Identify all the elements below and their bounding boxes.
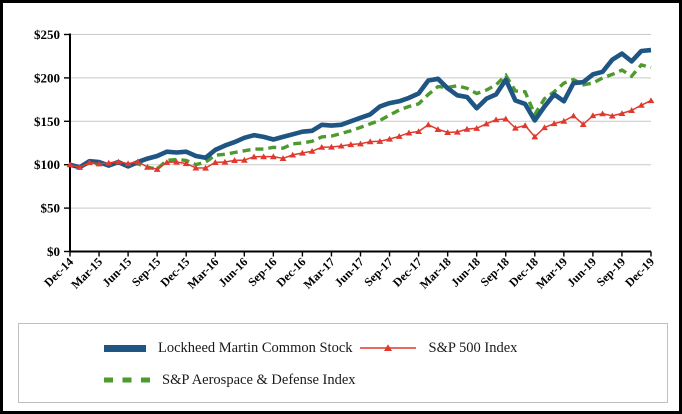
- legend-item-sp500: S&P 500 Index: [359, 339, 518, 357]
- svg-text:$50: $50: [41, 201, 61, 216]
- svg-text:Mar-15: Mar-15: [68, 255, 105, 292]
- svg-text:Mar-17: Mar-17: [301, 255, 338, 292]
- svg-text:Jun-17: Jun-17: [332, 255, 367, 290]
- legend-row-2: S&P Aerospace & Defense Index: [19, 366, 667, 394]
- svg-text:$150: $150: [34, 114, 60, 129]
- legend-label-sp500: S&P 500 Index: [428, 339, 518, 356]
- svg-text:Jun-16: Jun-16: [216, 255, 251, 290]
- sp500-line: [69, 99, 652, 171]
- lockheed-line-swatch-icon: [104, 344, 146, 352]
- svg-text:Sep-17: Sep-17: [361, 255, 395, 289]
- x-axis-labels: Dec-14Mar-15Jun-15Sep-15Dec-15Mar-16Jun-…: [41, 255, 657, 292]
- svg-text:Jun-15: Jun-15: [99, 255, 134, 290]
- sp-aerospace-defense-line: [69, 62, 652, 171]
- stock-performance-chart: $0 $50 $100 $150 $200 $250 Dec-14Mar-15Jun-15S…: [34, 27, 657, 292]
- svg-text:Sep-18: Sep-18: [477, 255, 511, 289]
- legend-box: Lockheed Martin Common Stock S&P 500 Ind…: [18, 323, 668, 403]
- svg-text:Dec-19: Dec-19: [622, 255, 657, 290]
- svg-text:Mar-16: Mar-16: [184, 255, 221, 292]
- legend-item-lockheed: Lockheed Martin Common Stock: [104, 340, 353, 357]
- legend-row-1: Lockheed Martin Common Stock S&P 500 Ind…: [19, 334, 667, 362]
- svg-text:Sep-16: Sep-16: [245, 255, 279, 289]
- sp500-line-swatch-icon: [359, 344, 416, 351]
- svg-text:$200: $200: [34, 70, 60, 85]
- lockheed-martin-line: [69, 47, 652, 170]
- svg-text:Sep-15: Sep-15: [129, 255, 163, 289]
- x-axis-ticks: [69, 251, 652, 257]
- legend-item-sp-aerospace-defense: S&P Aerospace & Defense Index: [104, 372, 356, 389]
- svg-text:Jun-18: Jun-18: [448, 255, 483, 290]
- sp500-triangle-markers: [66, 97, 655, 172]
- svg-text:Jun-19: Jun-19: [564, 255, 599, 290]
- svg-text:$0: $0: [47, 244, 60, 259]
- legend-label-lockheed: Lockheed Martin Common Stock: [158, 339, 353, 356]
- svg-text:Mar-18: Mar-18: [417, 255, 454, 292]
- legend-label-sp-aerospace-defense: S&P Aerospace & Defense Index: [162, 371, 356, 388]
- svg-text:$100: $100: [34, 157, 60, 172]
- svg-text:Mar-19: Mar-19: [533, 255, 570, 292]
- svg-text:$250: $250: [34, 27, 60, 42]
- sp-aerospace-defense-line-swatch-icon: [104, 377, 150, 383]
- y-axis-labels: $0 $50 $100 $150 $200 $250: [34, 27, 60, 259]
- svg-text:Sep-19: Sep-19: [594, 255, 628, 289]
